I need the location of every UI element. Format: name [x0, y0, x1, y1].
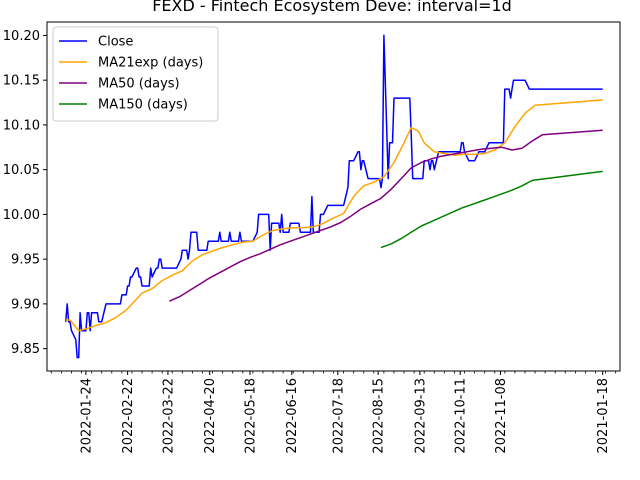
y-tick-label: 9.90 — [11, 297, 40, 312]
x-tick-label: 2022-09-13 — [413, 378, 428, 454]
x-tick-label: 2021-01-18 — [596, 378, 611, 454]
series-line-0 — [64, 34, 603, 359]
x-tick-label: 2022-05-18 — [243, 378, 258, 454]
legend-label-0: Close — [98, 35, 133, 50]
x-tick-label: 2022-06-16 — [285, 378, 300, 454]
series-line-3 — [380, 170, 603, 249]
y-tick-label: 9.85 — [11, 342, 40, 357]
y-tick-label: 10.10 — [3, 118, 40, 133]
y-tick-label: 10.00 — [3, 208, 40, 223]
x-tick-label: 2022-07-18 — [331, 378, 346, 454]
x-tick-label: 2022-04-20 — [203, 378, 218, 454]
x-tick-label: 2022-01-24 — [79, 378, 94, 454]
legend-box — [52, 26, 219, 122]
legend-label-1: MA21exp (days) — [98, 56, 203, 71]
y-axis: 9.85 9.90 9.95 10.00 10.05 10.10 10.15 10.20 — [3, 29, 47, 357]
legend-label-3: MA150 (days) — [98, 98, 188, 113]
y-tick-label: 10.20 — [3, 29, 40, 44]
y-tick-label: 9.95 — [11, 253, 40, 268]
legend-label-2: MA50 (days) — [98, 77, 180, 92]
x-tick-label: 2022-11-08 — [494, 378, 509, 454]
series-layer — [64, 34, 603, 359]
x-tick-label: 2022-10-11 — [454, 378, 469, 454]
series-line-1 — [65, 99, 603, 332]
y-tick-label: 10.05 — [3, 163, 40, 178]
x-tick-label: 2022-08-15 — [372, 378, 387, 454]
legend: Close MA21exp (days) MA50 (days) MA150 (day… — [52, 26, 219, 122]
y-tick-label: 10.15 — [3, 74, 40, 89]
series-line-2 — [169, 129, 603, 302]
x-tick-label: 2022-02-22 — [121, 378, 136, 454]
chart-title: FEXD - Fintech Ecosystem Deve: interval=… — [152, 0, 512, 15]
x-axis: 2022-01-24 2022-02-22 2022-03-22 2022-04-20… — [50, 371, 617, 454]
x-tick-label: 2022-03-22 — [161, 378, 176, 454]
